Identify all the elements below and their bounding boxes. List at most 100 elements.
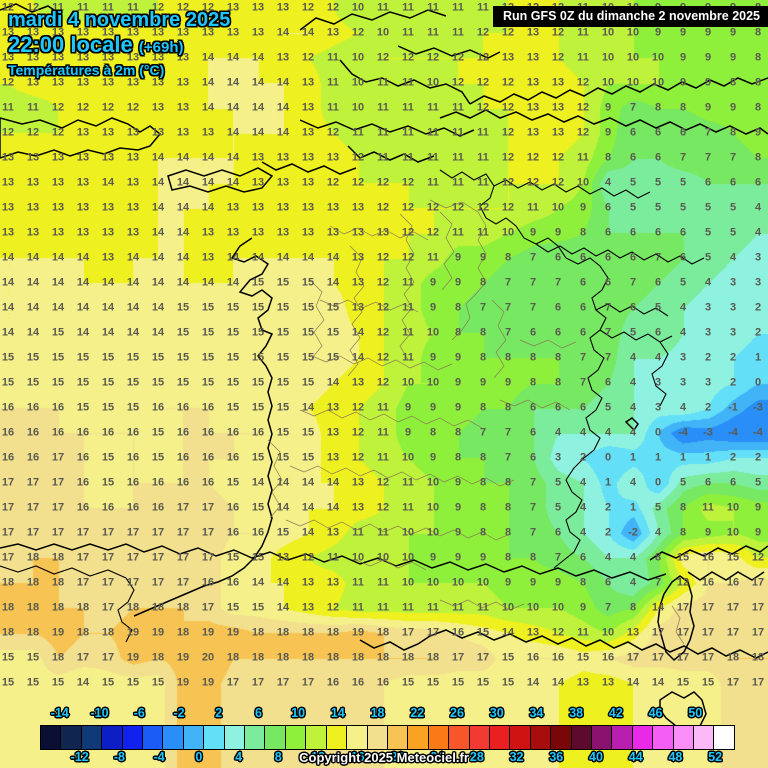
grid-temperature-value: 13 bbox=[351, 376, 365, 389]
grid-temperature-value: 2 bbox=[754, 451, 762, 464]
grid-temperature-value: 11 bbox=[402, 26, 414, 39]
grid-temperature-value: 6 bbox=[554, 251, 562, 264]
grid-temperature-value: 17 bbox=[401, 626, 415, 639]
grid-temperature-value: 10 bbox=[426, 501, 440, 514]
grid-temperature-value: 4 bbox=[579, 426, 587, 439]
legend-tick-upper: 46 bbox=[648, 706, 663, 720]
grid-temperature-value: 6 bbox=[629, 301, 637, 314]
grid-temperature-value: 17 bbox=[301, 676, 315, 689]
legend-tick-upper: 30 bbox=[489, 706, 504, 720]
grid-temperature-value: 11 bbox=[477, 151, 489, 164]
grid-temperature-value: 10 bbox=[401, 576, 415, 589]
grid-temperature-value: 5 bbox=[654, 501, 662, 514]
grid-temperature-value: 14 bbox=[201, 76, 215, 89]
grid-temperature-value: 7 bbox=[629, 101, 637, 114]
parameter-label: Températures à 2m (°C) bbox=[8, 62, 165, 78]
grid-temperature-value: 13 bbox=[201, 26, 215, 39]
grid-temperature-value: 4 bbox=[754, 226, 762, 239]
grid-temperature-value: 14 bbox=[326, 276, 340, 289]
grid-temperature-value: 12 bbox=[201, 1, 215, 14]
legend-tick-upper: 34 bbox=[529, 706, 544, 720]
grid-temperature-value: 8 bbox=[479, 526, 487, 539]
legend-tick-lower: 8 bbox=[274, 750, 282, 764]
grid-temperature-value: 15 bbox=[226, 301, 240, 314]
grid-temperature-value: 12 bbox=[401, 251, 415, 264]
grid-temperature-value: 12 bbox=[76, 101, 90, 114]
grid-temperature-value: 13 bbox=[126, 126, 140, 139]
grid-temperature-value: 15 bbox=[301, 426, 315, 439]
grid-temperature-value: 6 bbox=[579, 401, 587, 414]
grid-temperature-value: 7 bbox=[504, 301, 512, 314]
grid-temperature-value: 13 bbox=[326, 201, 340, 214]
grid-temperature-value: 8 bbox=[579, 226, 587, 239]
grid-temperature-value: 12 bbox=[551, 151, 565, 164]
grid-temperature-value: 15 bbox=[201, 301, 215, 314]
grid-temperature-value: 13 bbox=[276, 1, 290, 14]
grid-temperature-value: 1 bbox=[754, 351, 762, 364]
grid-temperature-value: 14 bbox=[551, 676, 565, 689]
grid-temperature-value: 12 bbox=[551, 176, 565, 189]
grid-temperature-value: 7 bbox=[529, 251, 537, 264]
grid-temperature-value: 12 bbox=[376, 276, 390, 289]
grid-temperature-value: 11 bbox=[352, 126, 364, 139]
grid-temperature-value: 12 bbox=[451, 76, 465, 89]
grid-temperature-value: 3 bbox=[679, 376, 687, 389]
grid-temperature-value: 12 bbox=[376, 476, 390, 489]
grid-temperature-value: 12 bbox=[326, 1, 340, 14]
grid-temperature-value: 0 bbox=[604, 451, 612, 464]
grid-temperature-value: 17 bbox=[726, 626, 740, 639]
color-swatch bbox=[367, 726, 388, 749]
grid-temperature-value: 4 bbox=[654, 526, 662, 539]
grid-temperature-value: 14 bbox=[351, 351, 365, 364]
grid-temperature-value: 17 bbox=[51, 451, 65, 464]
grid-temperature-value: 7 bbox=[704, 126, 712, 139]
grid-temperature-value: 7 bbox=[654, 251, 662, 264]
grid-temperature-value: 11 bbox=[402, 601, 414, 614]
grid-temperature-value: 7 bbox=[529, 526, 537, 539]
grid-temperature-value: 15 bbox=[576, 651, 590, 664]
grid-temperature-value: 9 bbox=[529, 226, 537, 239]
grid-temperature-value: 13 bbox=[26, 151, 40, 164]
grid-temperature-value: 14 bbox=[51, 301, 65, 314]
grid-temperature-value: 15 bbox=[726, 551, 740, 564]
grid-temperature-value: 8 bbox=[504, 551, 512, 564]
grid-temperature-value: 11 bbox=[402, 126, 414, 139]
grid-temperature-value: 13 bbox=[226, 26, 240, 39]
grid-temperature-value: 8 bbox=[504, 401, 512, 414]
grid-temperature-value: 12 bbox=[326, 176, 340, 189]
grid-temperature-value: 10 bbox=[651, 76, 665, 89]
grid-temperature-value: 7 bbox=[504, 326, 512, 339]
grid-temperature-value: 9 bbox=[729, 51, 737, 64]
grid-temperature-value: 11 bbox=[427, 151, 439, 164]
grid-temperature-value: 14 bbox=[226, 176, 240, 189]
grid-temperature-value: 16 bbox=[151, 401, 165, 414]
grid-temperature-value: 17 bbox=[101, 651, 115, 664]
grid-temperature-value: 12 bbox=[176, 1, 190, 14]
grid-temperature-value: 15 bbox=[301, 326, 315, 339]
grid-temperature-value: 11 bbox=[2, 101, 14, 114]
grid-temperature-value: 13 bbox=[76, 126, 90, 139]
grid-temperature-value: 14 bbox=[51, 251, 65, 264]
grid-temperature-value: 14 bbox=[251, 576, 265, 589]
grid-temperature-value: 18 bbox=[151, 601, 165, 614]
grid-temperature-value: 14 bbox=[651, 601, 665, 614]
grid-temperature-value: 14 bbox=[276, 26, 290, 39]
grid-temperature-value: 13 bbox=[1, 176, 15, 189]
grid-temperature-value: 11 bbox=[402, 301, 414, 314]
grid-temperature-value: 13 bbox=[51, 51, 65, 64]
color-swatch bbox=[714, 726, 734, 749]
grid-temperature-value: 3 bbox=[754, 276, 762, 289]
grid-temperature-value: 16 bbox=[226, 426, 240, 439]
grid-temperature-value: 14 bbox=[151, 201, 165, 214]
grid-temperature-value: 16 bbox=[251, 426, 265, 439]
grid-temperature-value: 17 bbox=[701, 601, 715, 614]
grid-temperature-value: 11 bbox=[352, 601, 364, 614]
grid-temperature-value: 12 bbox=[526, 151, 540, 164]
grid-temperature-value: 15 bbox=[251, 326, 265, 339]
grid-temperature-value: 14 bbox=[276, 601, 290, 614]
grid-temperature-value: 17 bbox=[101, 526, 115, 539]
grid-temperature-value: 13 bbox=[526, 626, 540, 639]
grid-temperature-value: 3 bbox=[729, 301, 737, 314]
coastlines bbox=[0, 3, 768, 733]
